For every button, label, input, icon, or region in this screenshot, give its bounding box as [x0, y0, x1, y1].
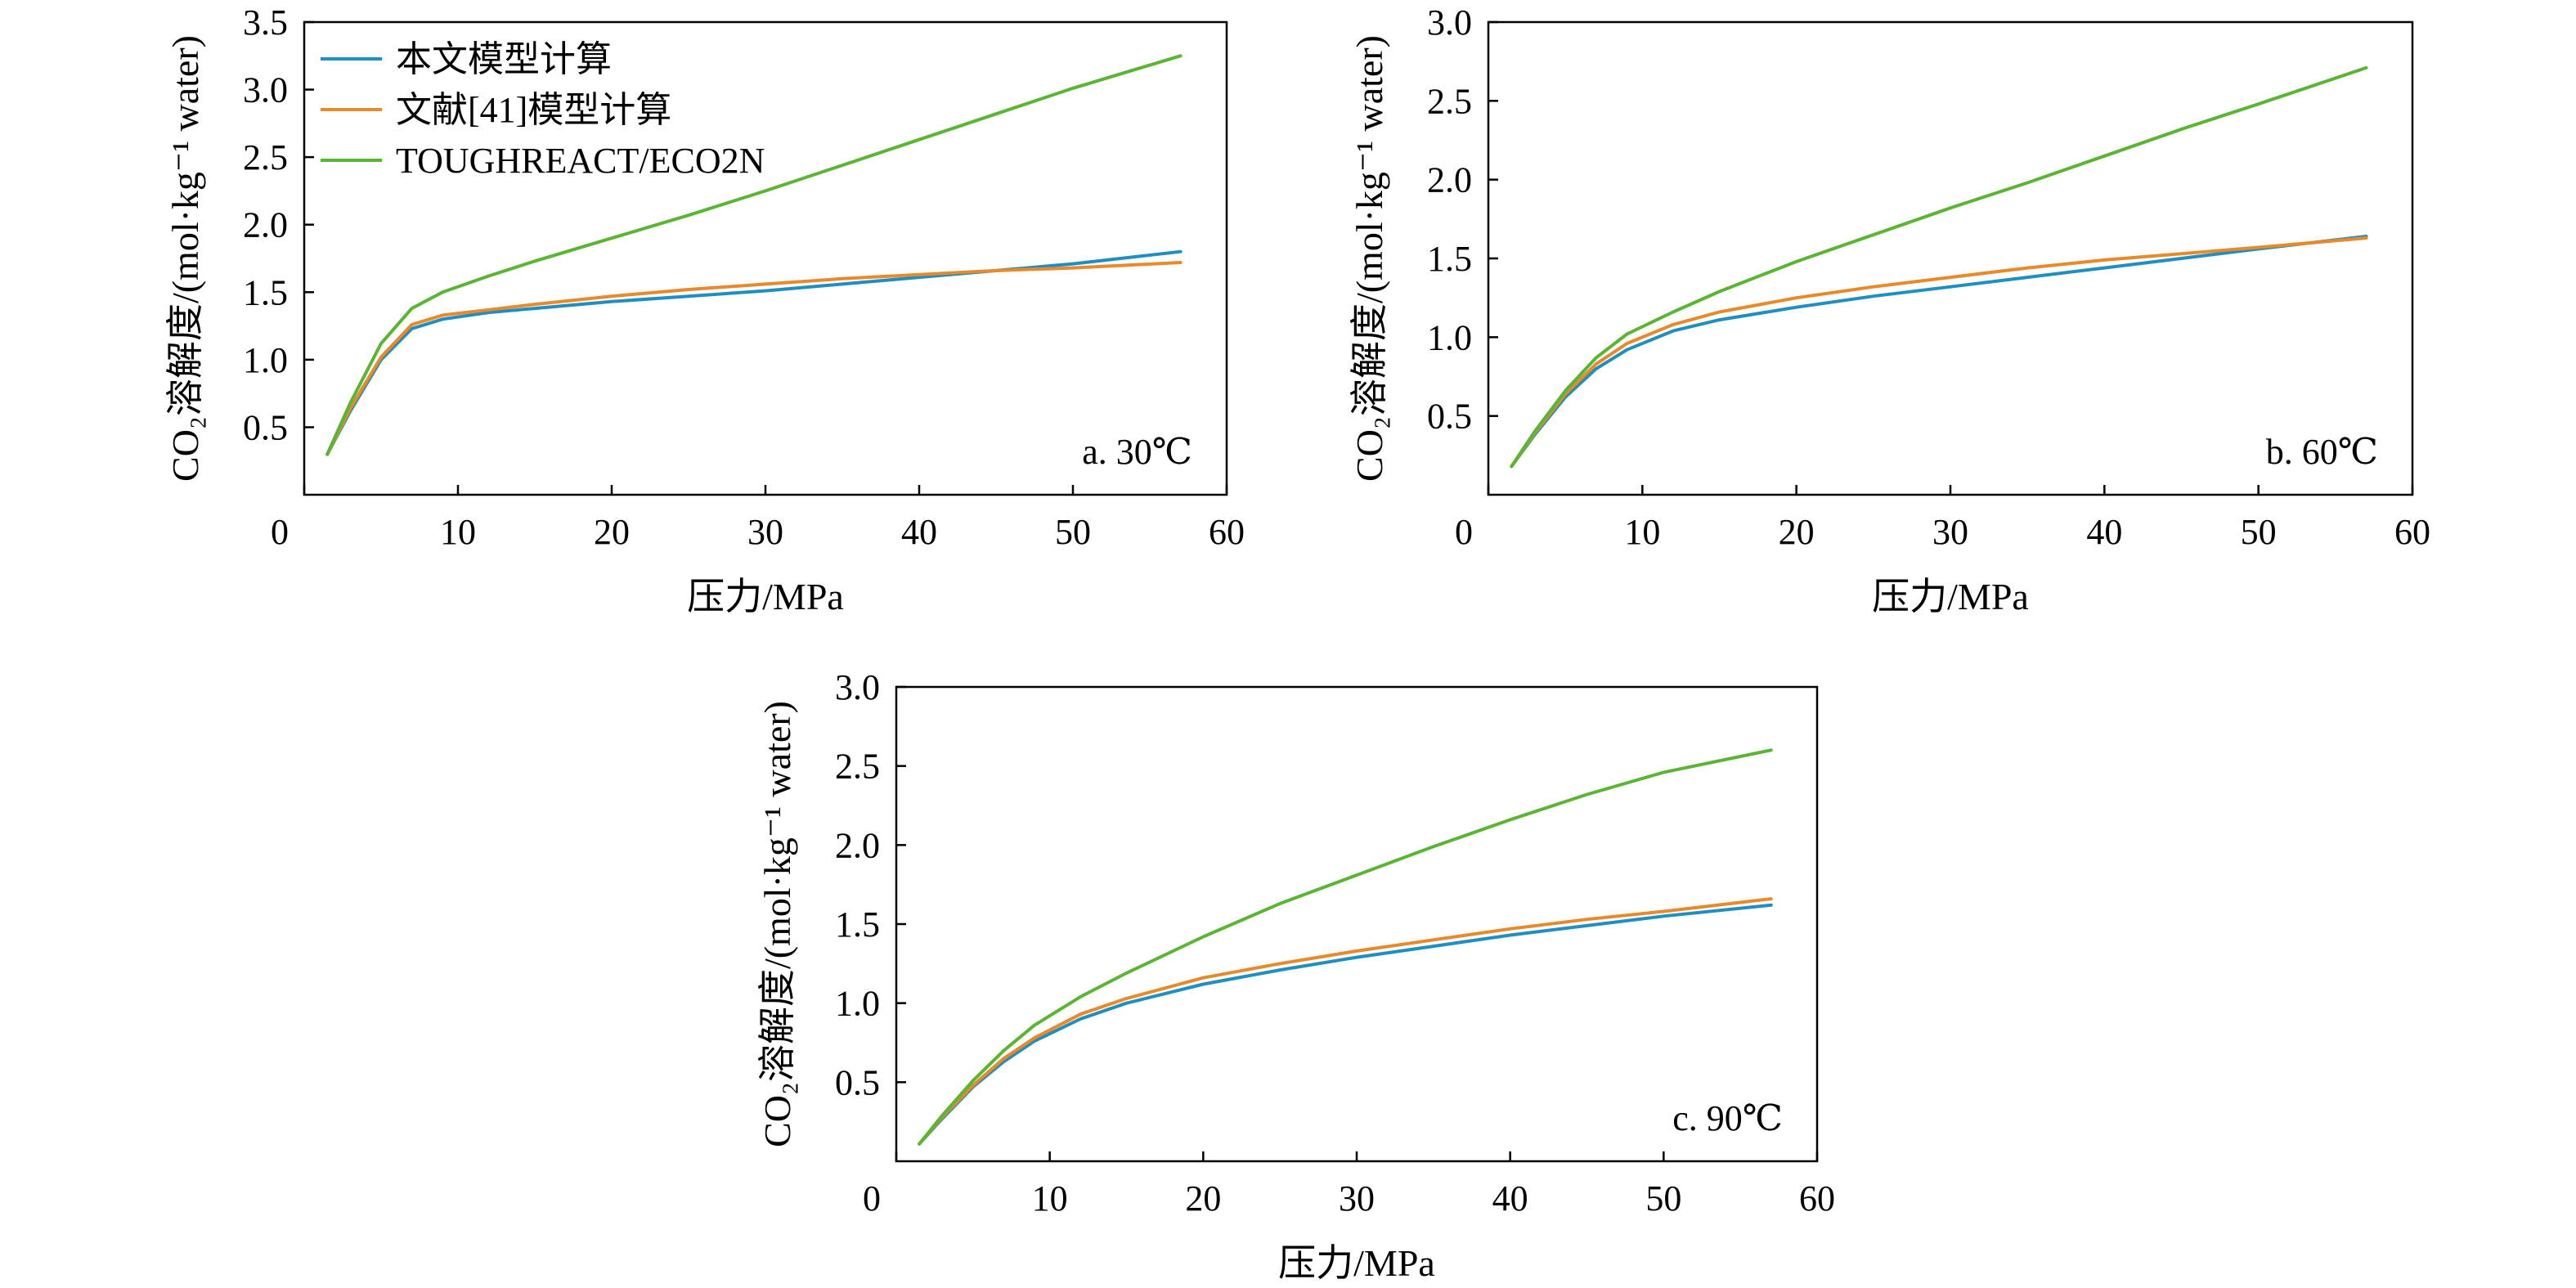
y-tick-label: 3.5 [243, 2, 288, 43]
y-tick-label: 2.0 [835, 825, 880, 865]
y-tick-label: 1.5 [243, 272, 288, 312]
y-tick-label: 2.5 [243, 137, 288, 177]
x-tick-label: 0 [271, 512, 289, 552]
legend-label: 文献[41]模型计算 [396, 90, 671, 130]
x-axis-title: 压力/MPa [1278, 1242, 1435, 1284]
x-axis-title: 压力/MPa [1872, 576, 2029, 617]
x-tick-label: 60 [2394, 512, 2430, 552]
x-tick-label: 0 [1455, 512, 1473, 552]
series-line-1 [1510, 235, 2368, 469]
chart-panel-1: 0 10 20 30 40 50 60 0.5 1.0 1.5 2.0 2.5 3.0 3.5 压力/MPa… [164, 2, 1245, 617]
x-tick-label: 20 [594, 512, 630, 552]
series-line-2 [1510, 236, 2368, 469]
panel-label: a. 30℃ [1082, 432, 1192, 472]
legend-label: 本文模型计算 [396, 39, 612, 79]
x-tick-label: 30 [747, 512, 783, 552]
series-line-2 [325, 261, 1183, 456]
x-tick-label: 40 [1492, 1178, 1528, 1218]
plot-frame [895, 685, 1819, 1163]
y-tick-label: 2.0 [1427, 160, 1472, 200]
series-line-1 [325, 249, 1183, 456]
series-line-3 [918, 748, 1773, 1146]
y-tick-label: 1.0 [243, 340, 288, 380]
y-tick-label: 3.0 [835, 667, 880, 707]
y-tick-label: 3.0 [1427, 2, 1472, 43]
x-tick-label: 30 [1932, 512, 1968, 552]
y-tick-label: 2.5 [1427, 81, 1472, 121]
x-tick-label: 20 [1779, 512, 1815, 552]
series-line-3 [1510, 65, 2368, 469]
series-line-1 [918, 903, 1773, 1146]
y-tick-label: 0.5 [243, 407, 288, 447]
x-tick-label: 50 [1645, 1178, 1681, 1218]
x-tick-label: 50 [2241, 512, 2277, 552]
plot-frame [1487, 20, 2414, 496]
y-tick-label: 0.5 [835, 1062, 880, 1102]
panel-label: c. 90℃ [1672, 1098, 1783, 1138]
x-tick-label: 30 [1339, 1178, 1375, 1218]
chart-panel-3: 0 10 20 30 40 50 60 0.5 1.0 1.5 2.0 2.5 3.0 压力/MPa CO₂… [756, 667, 1835, 1284]
series-line-3 [325, 54, 1183, 456]
y-tick-label: 3.0 [243, 70, 288, 110]
y-tick-label: 2.5 [835, 747, 880, 787]
y-tick-label: 1.0 [1427, 317, 1472, 357]
x-tick-label: 40 [2086, 512, 2122, 552]
x-tick-label: 60 [1799, 1178, 1835, 1218]
series-line-2 [918, 897, 1773, 1146]
y-tick-label: 1.5 [1427, 239, 1472, 279]
x-tick-label: 0 [863, 1178, 881, 1218]
x-tick-label: 10 [440, 512, 476, 552]
y-tick-label: 1.5 [835, 904, 880, 945]
legend-label: TOUGHREACT/ECO2N [396, 141, 765, 181]
x-tick-label: 10 [1032, 1178, 1068, 1218]
y-tick-label: 0.5 [1427, 397, 1472, 437]
y-axis-title: CO₂溶解度/(mol·kg⁻¹ water) [756, 701, 798, 1147]
x-tick-label: 50 [1055, 512, 1091, 552]
panel-label: b. 60℃ [2266, 432, 2378, 472]
x-tick-label: 40 [901, 512, 937, 552]
x-tick-label: 20 [1185, 1178, 1221, 1218]
x-tick-label: 60 [1209, 512, 1245, 552]
y-axis-title: CO₂溶解度/(mol·kg⁻¹ water) [1349, 35, 1390, 482]
y-axis-title: CO₂溶解度/(mol·kg⁻¹ water) [164, 35, 206, 482]
chart-panel-2: 0 10 20 30 40 50 60 0.5 1.0 1.5 2.0 2.5 3.0 压力/MPa CO₂… [1349, 2, 2430, 617]
x-tick-label: 10 [1624, 512, 1660, 552]
y-tick-label: 1.0 [835, 984, 880, 1024]
y-tick-label: 2.0 [243, 205, 288, 245]
x-axis-title: 压力/MPa [687, 576, 844, 617]
